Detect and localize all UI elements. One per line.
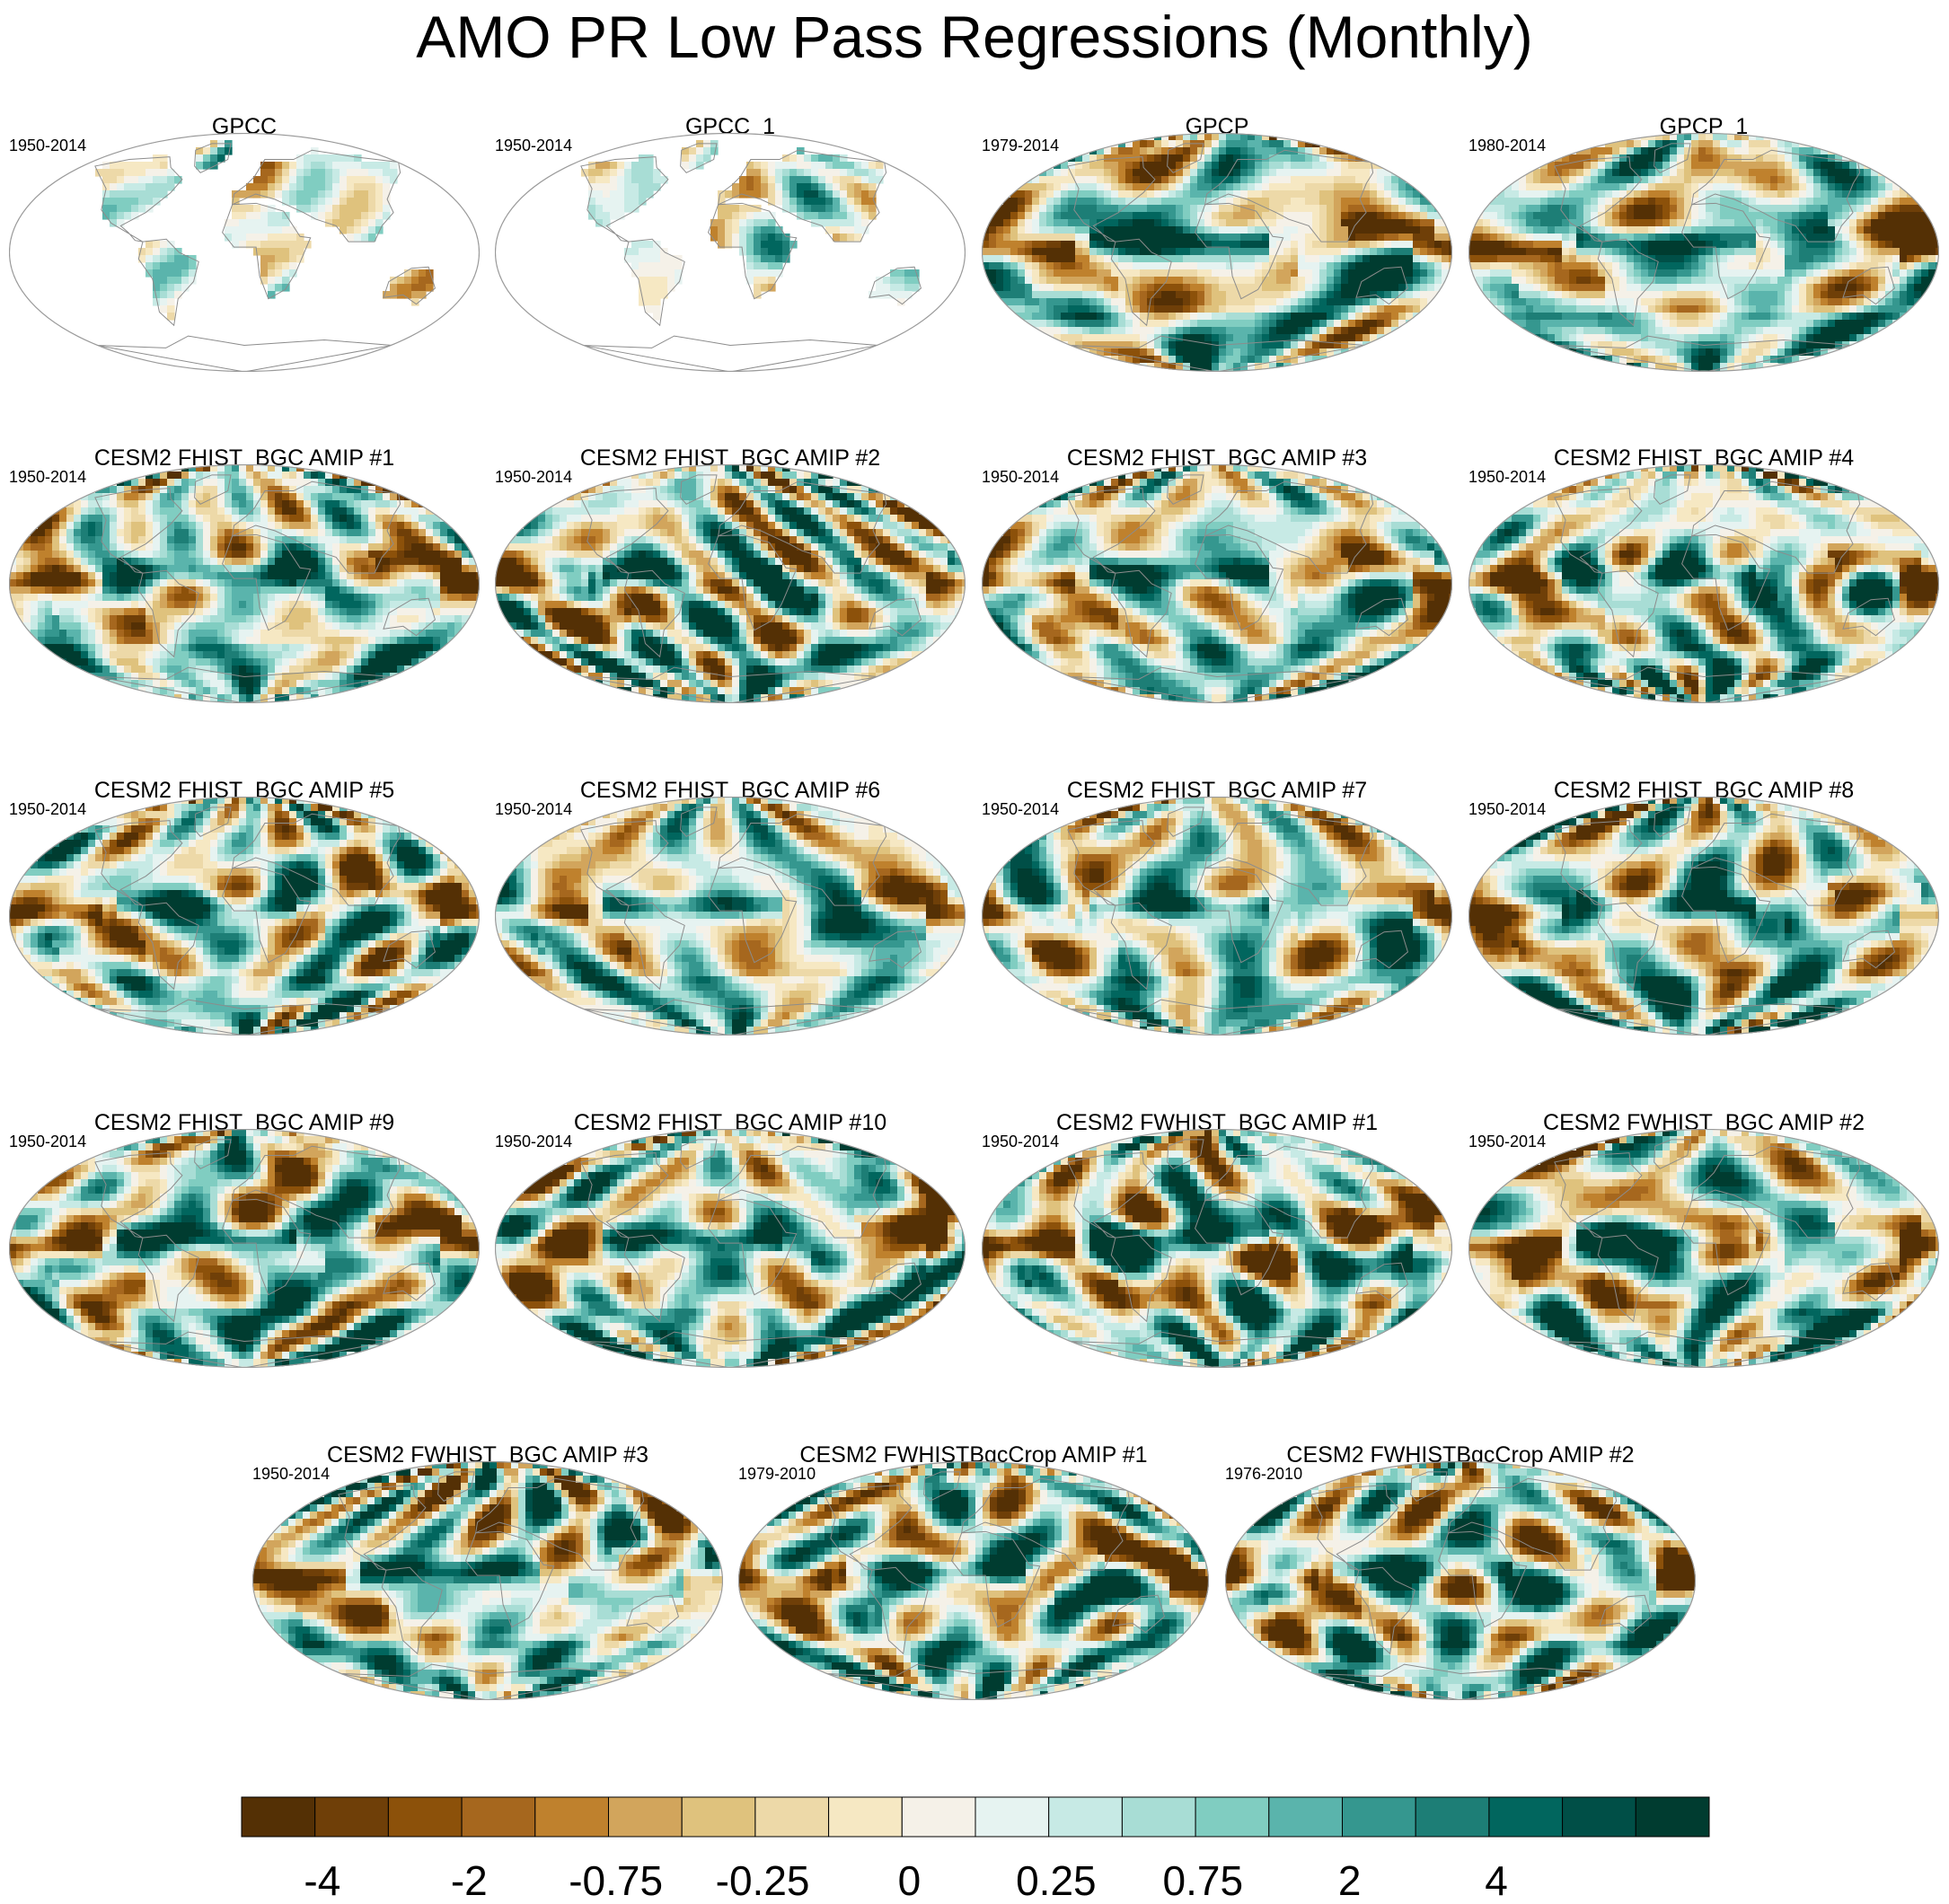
precip-field bbox=[1468, 464, 1939, 703]
precip-field bbox=[1468, 133, 1939, 372]
map-plot bbox=[9, 133, 480, 372]
colorbar-swatch bbox=[1563, 1797, 1636, 1837]
colorbar-tick-label: 2 bbox=[1338, 1857, 1362, 1904]
colorbar-tick-label: -2 bbox=[451, 1857, 488, 1904]
precip-field bbox=[982, 1129, 1452, 1368]
map-plot bbox=[1468, 1129, 1939, 1368]
precip-field bbox=[252, 1461, 723, 1700]
map-plot bbox=[252, 1461, 723, 1700]
precip-field bbox=[9, 464, 480, 703]
colorbar-swatch bbox=[975, 1797, 1049, 1837]
map-plot bbox=[1468, 464, 1939, 703]
figure-title: AMO PR Low Pass Regressions (Monthly) bbox=[0, 2, 1949, 72]
precip-field bbox=[1225, 1461, 1696, 1700]
colorbar-swatch bbox=[829, 1797, 903, 1837]
colorbar-tick-label: -4 bbox=[304, 1857, 340, 1904]
colorbar-tick-label: -0.75 bbox=[569, 1857, 663, 1904]
colorbar-swatch bbox=[1049, 1797, 1123, 1837]
map-plot bbox=[982, 464, 1452, 703]
precip-field bbox=[982, 133, 1452, 372]
map-plot bbox=[1468, 133, 1939, 372]
map-plot bbox=[9, 1129, 480, 1368]
precip-field bbox=[495, 797, 966, 1036]
colorbar-swatch bbox=[902, 1797, 975, 1837]
colorbar-tick-label: 0.25 bbox=[1016, 1857, 1097, 1904]
map-plot bbox=[738, 1461, 1209, 1700]
colorbar-swatch bbox=[1489, 1797, 1563, 1837]
colorbar-swatch bbox=[1195, 1797, 1269, 1837]
colorbar-swatch bbox=[388, 1797, 462, 1837]
map-plot bbox=[495, 133, 966, 372]
map-plot bbox=[9, 464, 480, 703]
map-plot bbox=[982, 1129, 1452, 1368]
precip-field bbox=[9, 797, 480, 1036]
colorbar-swatch bbox=[1122, 1797, 1195, 1837]
colorbar-tick-label: 0 bbox=[898, 1857, 922, 1904]
precip-field bbox=[1468, 1129, 1939, 1368]
colorbar-swatch bbox=[1343, 1797, 1416, 1837]
precip-field bbox=[495, 133, 966, 372]
map-plot bbox=[1225, 1461, 1696, 1700]
colorbar-swatch bbox=[682, 1797, 755, 1837]
colorbar-swatch bbox=[1636, 1797, 1709, 1837]
colorbar-tick-label: -0.25 bbox=[716, 1857, 810, 1904]
colorbar-swatch bbox=[1415, 1797, 1489, 1837]
colorbar-swatch bbox=[755, 1797, 829, 1837]
colorbar-swatch bbox=[609, 1797, 683, 1837]
colorbar-swatch bbox=[315, 1797, 389, 1837]
map-plot bbox=[982, 133, 1452, 372]
colorbar-tick-label: 4 bbox=[1485, 1857, 1508, 1904]
colorbar bbox=[241, 1796, 1710, 1839]
colorbar-swatch bbox=[1269, 1797, 1343, 1837]
precip-field bbox=[9, 1129, 480, 1368]
precip-field bbox=[495, 1129, 966, 1368]
precip-field bbox=[9, 133, 480, 372]
map-plot bbox=[1468, 797, 1939, 1036]
map-plot bbox=[495, 1129, 966, 1368]
colorbar-swatch bbox=[242, 1797, 315, 1837]
map-plot bbox=[982, 797, 1452, 1036]
precip-field bbox=[982, 797, 1452, 1036]
map-plot bbox=[9, 797, 480, 1036]
colorbar-swatch bbox=[462, 1797, 535, 1837]
map-plot bbox=[495, 797, 966, 1036]
colorbar-swatch bbox=[535, 1797, 609, 1837]
map-plot bbox=[495, 464, 966, 703]
colorbar-tick-label: 0.75 bbox=[1163, 1857, 1244, 1904]
precip-field bbox=[1468, 797, 1939, 1036]
precip-field bbox=[738, 1461, 1209, 1700]
precip-field bbox=[982, 464, 1452, 703]
precip-field bbox=[495, 464, 966, 703]
